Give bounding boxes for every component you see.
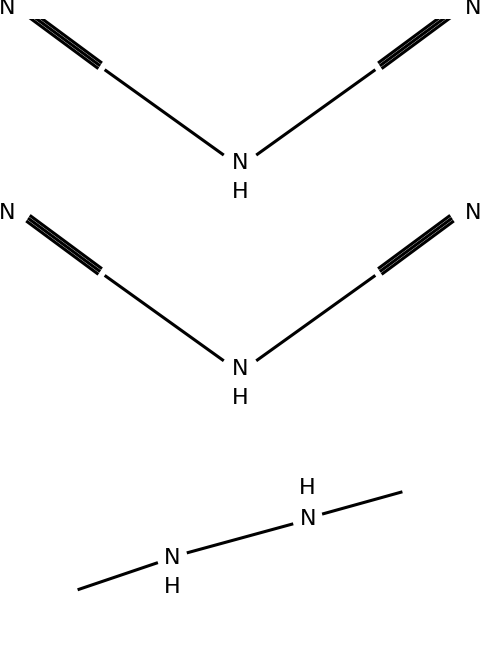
Text: N: N — [232, 153, 248, 173]
Text: H: H — [164, 577, 180, 597]
Text: N: N — [465, 203, 480, 224]
Text: N: N — [0, 0, 15, 17]
Text: H: H — [232, 388, 248, 408]
Text: H: H — [232, 182, 248, 202]
Text: N: N — [465, 0, 480, 17]
Text: N: N — [0, 203, 15, 224]
Text: H: H — [300, 478, 316, 498]
Text: N: N — [164, 548, 180, 568]
Text: N: N — [232, 358, 248, 378]
Text: N: N — [300, 509, 316, 529]
